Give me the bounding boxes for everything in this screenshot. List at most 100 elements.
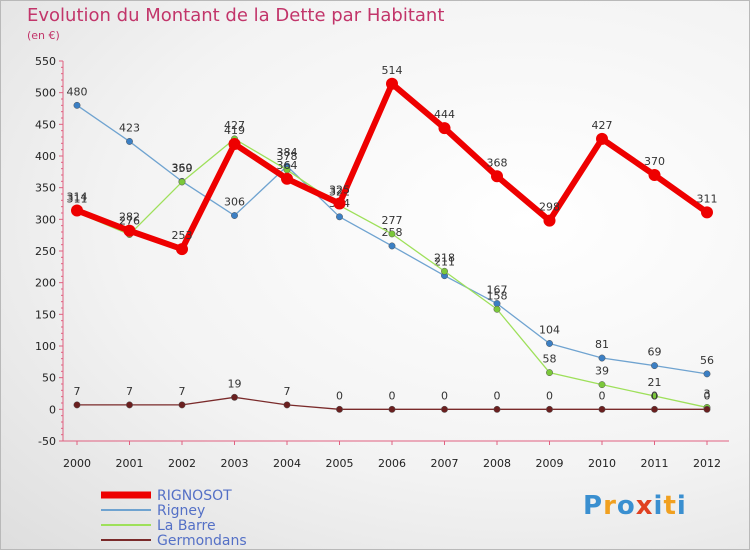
chart-subtitle: (en €)	[27, 29, 60, 42]
data-label: 158	[487, 289, 508, 302]
data-label: 423	[119, 121, 140, 134]
data-point	[336, 213, 343, 221]
x-tick-label: 2001	[116, 457, 144, 470]
data-label: 0	[389, 389, 396, 402]
data-point	[598, 354, 606, 362]
y-tick-label: 200	[35, 277, 56, 290]
x-tick-label: 2004	[273, 457, 301, 470]
data-label: 253	[172, 229, 193, 242]
y-tick-label: 250	[35, 245, 56, 258]
legend-label: Rigney	[157, 503, 205, 519]
data-label: 314	[67, 190, 88, 203]
x-tick-label: 2003	[221, 457, 249, 470]
data-label: 360	[172, 161, 193, 174]
data-label: 282	[119, 211, 140, 224]
data-point	[598, 405, 606, 413]
data-label: 21	[648, 376, 662, 389]
data-point	[493, 405, 501, 413]
data-label: 7	[126, 385, 133, 398]
data-label: 277	[382, 214, 403, 227]
data-point	[388, 242, 396, 250]
x-tick-label: 2008	[483, 457, 511, 470]
y-tick-label: 500	[35, 87, 56, 100]
data-label: 58	[543, 353, 557, 366]
data-label: 7	[74, 385, 81, 398]
data-label: 419	[224, 124, 245, 137]
data-label: 0	[441, 389, 448, 402]
y-tick-label: 50	[42, 372, 56, 385]
data-label: 218	[434, 251, 455, 264]
data-label: 0	[546, 389, 553, 402]
x-tick-label: 2009	[536, 457, 564, 470]
data-label: 444	[434, 108, 455, 121]
x-tick-label: 2006	[378, 457, 406, 470]
x-tick-label: 2000	[63, 457, 91, 470]
data-point	[596, 132, 608, 145]
data-label: 0	[651, 389, 658, 402]
data-point	[123, 224, 136, 237]
y-tick-label: 150	[35, 308, 56, 321]
data-label: 514	[382, 64, 403, 77]
data-point	[491, 170, 503, 183]
data-label: 19	[228, 377, 242, 390]
data-point	[441, 267, 448, 275]
data-label: 427	[224, 119, 245, 132]
y-tick-label: 550	[35, 55, 56, 68]
data-point	[333, 197, 346, 210]
data-point	[651, 392, 658, 400]
data-point	[231, 212, 238, 219]
legend-label: Germondans	[157, 533, 247, 549]
data-point	[126, 401, 133, 409]
data-point	[336, 405, 343, 413]
data-label: 167	[487, 284, 508, 297]
data-label: 7	[284, 385, 291, 398]
data-point	[546, 405, 553, 413]
data-label: 104	[539, 323, 560, 336]
data-point	[648, 169, 661, 181]
data-point	[126, 137, 133, 145]
data-label: 427	[592, 119, 613, 132]
data-point	[651, 362, 658, 370]
y-tick-label: 300	[35, 213, 56, 226]
data-label: 0	[599, 389, 606, 402]
data-point	[178, 401, 186, 409]
data-label: 311	[67, 192, 88, 205]
data-point	[178, 178, 186, 186]
data-point	[546, 340, 553, 347]
data-point	[651, 405, 658, 413]
y-tick-label: 400	[35, 150, 56, 163]
data-point	[228, 137, 241, 150]
data-label: 370	[644, 155, 665, 168]
data-label: 306	[224, 196, 245, 209]
data-point	[703, 370, 711, 378]
data-point	[438, 122, 451, 135]
data-label: 211	[434, 256, 455, 269]
legend-label: La Barre	[157, 518, 216, 534]
data-point	[73, 401, 81, 409]
y-tick-label: 0	[49, 403, 56, 416]
y-tick-label: 350	[35, 182, 56, 195]
data-label: 298	[539, 201, 560, 214]
series-line-la-barre	[76, 138, 708, 409]
data-label: 39	[595, 365, 609, 378]
data-label: 384	[277, 146, 298, 159]
y-tick-label: -50	[38, 435, 56, 448]
data-label: 7	[179, 385, 186, 398]
data-label: 325	[329, 184, 350, 197]
data-point	[73, 101, 81, 109]
data-label: 311	[697, 192, 718, 205]
data-point	[281, 172, 293, 185]
data-label: 81	[595, 338, 609, 351]
chart-title: Evolution du Montant de la Dette par Hab…	[27, 5, 445, 26]
data-point	[543, 214, 556, 227]
data-label: 69	[648, 346, 662, 359]
data-label: 0	[336, 389, 343, 402]
data-point	[493, 305, 501, 313]
data-point	[598, 381, 606, 389]
x-tick-label: 2005	[326, 457, 354, 470]
data-label: 480	[67, 85, 88, 98]
x-tick-label: 2012	[693, 457, 721, 470]
data-point	[701, 206, 713, 219]
